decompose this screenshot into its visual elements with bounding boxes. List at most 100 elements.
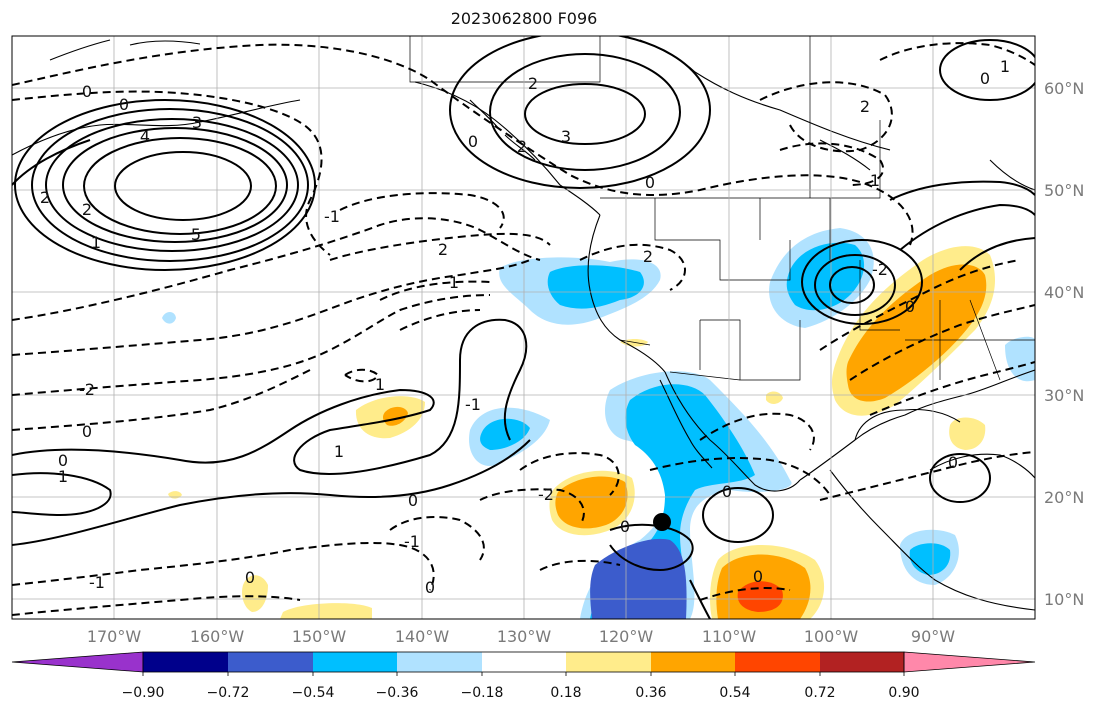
contour-solid — [83, 137, 277, 235]
contour-label: 4 — [140, 127, 150, 146]
shading-yellow-light — [949, 417, 986, 450]
colorbar-tick-label: −0.18 — [461, 685, 504, 701]
colorbar-tick-label: 0.54 — [719, 685, 750, 701]
coastline — [664, 371, 801, 492]
contour-label: 0 — [82, 82, 92, 101]
contour-label: -2 — [872, 260, 888, 279]
shading-orange — [382, 406, 408, 426]
contour-dashed — [339, 192, 505, 229]
colorbar-tick-labels: −0.90 −0.72 −0.54 −0.36 −0.18 0.18 0.36 … — [122, 685, 920, 701]
border — [600, 36, 881, 199]
lat-tick-label: 10°N — [1044, 590, 1084, 609]
contour-label: 0 — [645, 173, 655, 192]
colorbar-tick-label: −0.72 — [207, 685, 250, 701]
coastline — [799, 369, 1035, 481]
lon-tick-label: 130°W — [497, 627, 552, 646]
border — [619, 339, 741, 381]
shading-blue-mid — [480, 418, 530, 450]
coastline — [854, 408, 961, 441]
lon-tick-label: 110°W — [702, 627, 757, 646]
coastline — [929, 453, 1035, 479]
contour-dashed — [539, 559, 791, 601]
contour-dashed — [699, 412, 815, 451]
contour-solid — [899, 203, 1035, 251]
contour-solid — [12, 139, 91, 186]
contour-label: 2 — [82, 200, 92, 219]
contour-label: 2 — [528, 74, 538, 93]
contour-label: 0 — [620, 517, 630, 536]
contour-label: 2 — [643, 247, 653, 266]
contour-label: 3 — [561, 127, 571, 146]
shading-orange — [846, 264, 987, 402]
coastline — [829, 469, 1035, 611]
contour-solid — [801, 239, 923, 325]
contour-label: 0 — [753, 567, 763, 586]
lon-tick-label: 90°W — [911, 627, 955, 646]
graticule — [12, 36, 1035, 619]
contour-solid — [689, 579, 711, 619]
contour-label: 0 — [408, 491, 418, 510]
contour-label: -2 — [79, 380, 95, 399]
coastline — [819, 139, 871, 171]
contour-label: 0 — [468, 132, 478, 151]
contour-label: 0 — [58, 451, 68, 470]
contour-solid — [489, 53, 681, 171]
lat-tick-label: 50°N — [1044, 181, 1084, 200]
contour-solid — [14, 99, 316, 271]
contour-label: 0 — [425, 578, 435, 597]
coastline — [989, 159, 1035, 191]
contour-label: -1 — [324, 207, 340, 226]
colorbar-segment — [228, 652, 313, 672]
contour-label: -1 — [89, 573, 105, 592]
contour-label: 1 — [1000, 57, 1010, 76]
contour-dashed — [869, 361, 1035, 416]
lon-tick-label: 160°W — [190, 627, 245, 646]
contour-label: 1 — [449, 273, 459, 292]
colorbar-tick-label: 0.90 — [888, 685, 919, 701]
contour-solid — [114, 151, 252, 221]
positive-contours — [12, 36, 1035, 619]
contour-label: -1 — [465, 395, 481, 414]
contour-label: 0 — [948, 453, 958, 472]
contour-label: 0 — [245, 568, 255, 587]
negative-contours — [12, 42, 1035, 616]
contour-solid — [12, 439, 531, 546]
shading-blue-light — [162, 312, 176, 324]
shading-orange — [555, 476, 628, 529]
colorbar-extend-high — [903, 651, 1036, 673]
colorbar — [11, 651, 1036, 676]
colorbar-segment — [566, 652, 651, 672]
contour-label: 1 — [870, 171, 880, 190]
contour-label: -2 — [538, 485, 554, 504]
lon-tick-label: 120°W — [599, 627, 654, 646]
contour-label: 0 — [722, 482, 732, 501]
coastline — [587, 214, 666, 373]
colorbar-segment — [482, 652, 566, 672]
contour-solid — [702, 487, 774, 543]
contour-label: 0 — [980, 69, 990, 88]
border — [759, 198, 900, 331]
shading-yellow-light — [280, 603, 372, 619]
contour-dashed — [479, 488, 585, 526]
contour-label: 1 — [91, 233, 101, 252]
lon-tick-label: 170°W — [87, 627, 142, 646]
contour-label: 1 — [334, 442, 344, 461]
lat-tick-labels: 60°N 50°N 40°N 30°N 20°N 10°N — [1044, 79, 1084, 609]
contour-solid — [12, 472, 112, 517]
contour-label: 1 — [58, 467, 68, 486]
contour-solid — [449, 36, 711, 189]
contour-dashed — [879, 42, 1035, 66]
map-frame — [11, 35, 1036, 620]
contour-solid — [929, 453, 991, 503]
colorbar-segment — [143, 652, 228, 672]
lat-tick-label: 30°N — [1044, 386, 1084, 405]
contour-label: 0 — [119, 95, 129, 114]
contour-dashed — [579, 243, 686, 291]
coastline — [49, 39, 201, 61]
chart-title: 2023062800 F096 — [450, 9, 598, 28]
shading-blue-mid — [786, 242, 865, 311]
contour-label: 5 — [191, 225, 201, 244]
lat-tick-label: 40°N — [1044, 283, 1084, 302]
contour-dashed — [819, 451, 1035, 501]
